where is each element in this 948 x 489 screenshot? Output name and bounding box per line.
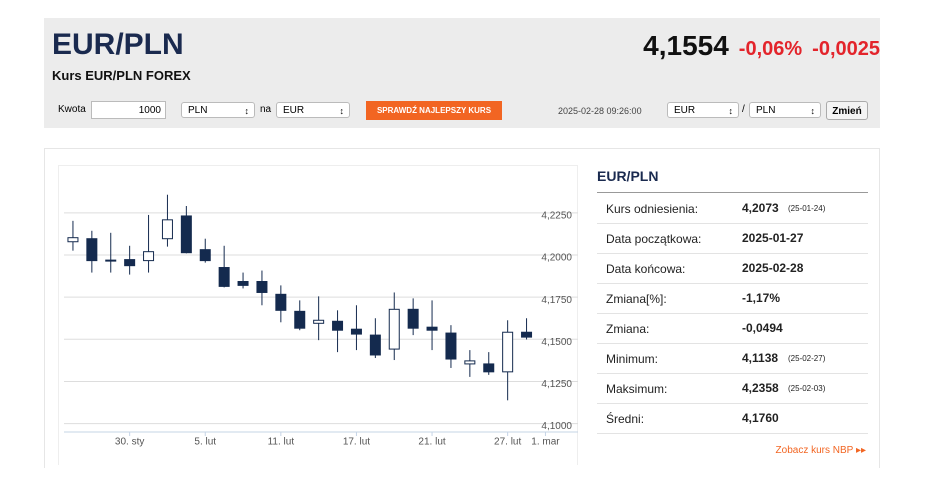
stats-label: Data końcowa: bbox=[606, 262, 686, 276]
slash: / bbox=[742, 104, 745, 115]
candle-body bbox=[124, 259, 136, 267]
chart-frame bbox=[58, 165, 578, 465]
stats-row: Maksimum: 4,2358 (25-02-03) bbox=[597, 373, 868, 404]
candle-body bbox=[105, 259, 117, 262]
stats-value: -1,17% bbox=[742, 291, 781, 305]
y-tick-label: 4,1250 bbox=[541, 379, 572, 390]
quote: 4,1554 -0,06% -0,0025 bbox=[643, 30, 880, 62]
stats-row: Minimum: 4,1138 (25-02-27) bbox=[597, 343, 868, 374]
pair-from-select[interactable]: EUR bbox=[667, 102, 739, 119]
stats-note: (25-02-27) bbox=[788, 354, 826, 363]
candle-body bbox=[180, 215, 192, 254]
candle-body bbox=[502, 331, 514, 373]
to-select[interactable]: EUR bbox=[276, 102, 350, 119]
candle-body bbox=[86, 238, 98, 262]
stats-label: Zmiana: bbox=[606, 322, 650, 336]
candle-body bbox=[256, 281, 268, 293]
best-rate-button[interactable]: SPRAWDŹ NAJLEPSZY KURS bbox=[366, 101, 502, 120]
nbp-link[interactable]: Zobacz kurs NBP ▸▸ bbox=[775, 445, 866, 456]
x-tick-label: 11. lut bbox=[268, 437, 295, 448]
stats-row: Kurs odniesienia: 4,2073 (25-01-24) bbox=[597, 193, 868, 224]
stats-value: 4,2358 bbox=[742, 381, 779, 395]
stats-label: Średni: bbox=[606, 412, 645, 426]
candle-body bbox=[332, 320, 344, 331]
stats-value: 4,1760 bbox=[742, 411, 779, 425]
title: EUR/PLN bbox=[52, 28, 184, 61]
stats-label: Data początkowa: bbox=[606, 232, 702, 246]
stats-label: Minimum: bbox=[606, 352, 659, 366]
from-select[interactable]: PLN bbox=[181, 102, 255, 119]
candle-body bbox=[313, 319, 325, 324]
stats-row: Data początkowa: 2025-01-27 bbox=[597, 223, 868, 254]
stats-title: EUR/PLN bbox=[597, 168, 868, 193]
price: 4,1554 bbox=[643, 30, 729, 61]
subtitle: Kurs EUR/PLN FOREX bbox=[52, 68, 191, 83]
stats-value: 4,1138 bbox=[742, 351, 779, 365]
y-tick-label: 4,2250 bbox=[541, 211, 572, 222]
candle-body bbox=[199, 249, 211, 262]
candle-body bbox=[218, 267, 230, 287]
content-panel bbox=[44, 148, 880, 468]
stats-note: (25-01-24) bbox=[788, 204, 826, 213]
stats-value: 2025-02-28 bbox=[742, 261, 804, 275]
stats-row: Zmiana[%]: -1,17% bbox=[597, 283, 868, 314]
candle-body bbox=[521, 331, 533, 338]
stats-value: -0,0494 bbox=[742, 321, 783, 335]
candle-body bbox=[67, 237, 79, 243]
candle-body bbox=[407, 308, 419, 329]
candle-body bbox=[464, 360, 476, 365]
candle-body bbox=[426, 326, 438, 331]
stats-label: Maksimum: bbox=[606, 382, 668, 396]
candle-body bbox=[350, 328, 362, 335]
amount-input[interactable]: 1000 bbox=[91, 101, 166, 119]
change: -0,0025 bbox=[812, 38, 880, 60]
y-tick-label: 4,1750 bbox=[541, 295, 572, 306]
timestamp: 2025-02-28 09:26:00 bbox=[558, 106, 642, 116]
candle-body bbox=[275, 293, 287, 311]
candle-body bbox=[388, 308, 400, 350]
nbp-link-text[interactable]: Zobacz kurs NBP bbox=[775, 445, 854, 456]
stats-note: (25-02-03) bbox=[788, 384, 826, 393]
stats-value: 2025-01-27 bbox=[742, 231, 804, 245]
candle-body bbox=[161, 219, 173, 240]
amount-label: Kwota bbox=[58, 104, 86, 115]
change-button[interactable]: Zmień bbox=[826, 101, 868, 120]
stats-value: 4,2073 bbox=[742, 201, 779, 215]
stats-label: Zmiana[%]: bbox=[606, 292, 667, 306]
candle-body bbox=[445, 332, 457, 360]
x-tick-label: 21. lut bbox=[418, 437, 445, 448]
x-tick-label: 1. mar bbox=[531, 437, 560, 448]
x-tick-label: 5. lut bbox=[194, 437, 216, 448]
y-tick-label: 4,2000 bbox=[541, 253, 572, 264]
stats-label: Kurs odniesienia: bbox=[606, 202, 699, 216]
y-tick-label: 4,1000 bbox=[541, 421, 572, 432]
candle-body bbox=[237, 281, 249, 286]
na-label: na bbox=[260, 104, 272, 115]
x-tick-label: 27. lut bbox=[494, 437, 521, 448]
x-tick-label: 17. lut bbox=[343, 437, 370, 448]
stats-row: Zmiana: -0,0494 bbox=[597, 313, 868, 344]
candle-body bbox=[143, 251, 155, 262]
candle-body bbox=[294, 310, 306, 329]
candle-body bbox=[369, 334, 381, 356]
stats-row: Średni: 4,1760 bbox=[597, 403, 868, 434]
x-tick-label: 30. sty bbox=[115, 437, 144, 448]
stats-row: Data końcowa: 2025-02-28 bbox=[597, 253, 868, 284]
change-pct: -0,06% bbox=[738, 38, 803, 60]
pair-to-select[interactable]: PLN bbox=[749, 102, 821, 119]
y-tick-label: 4,1500 bbox=[541, 337, 572, 348]
candle-body bbox=[483, 363, 495, 373]
